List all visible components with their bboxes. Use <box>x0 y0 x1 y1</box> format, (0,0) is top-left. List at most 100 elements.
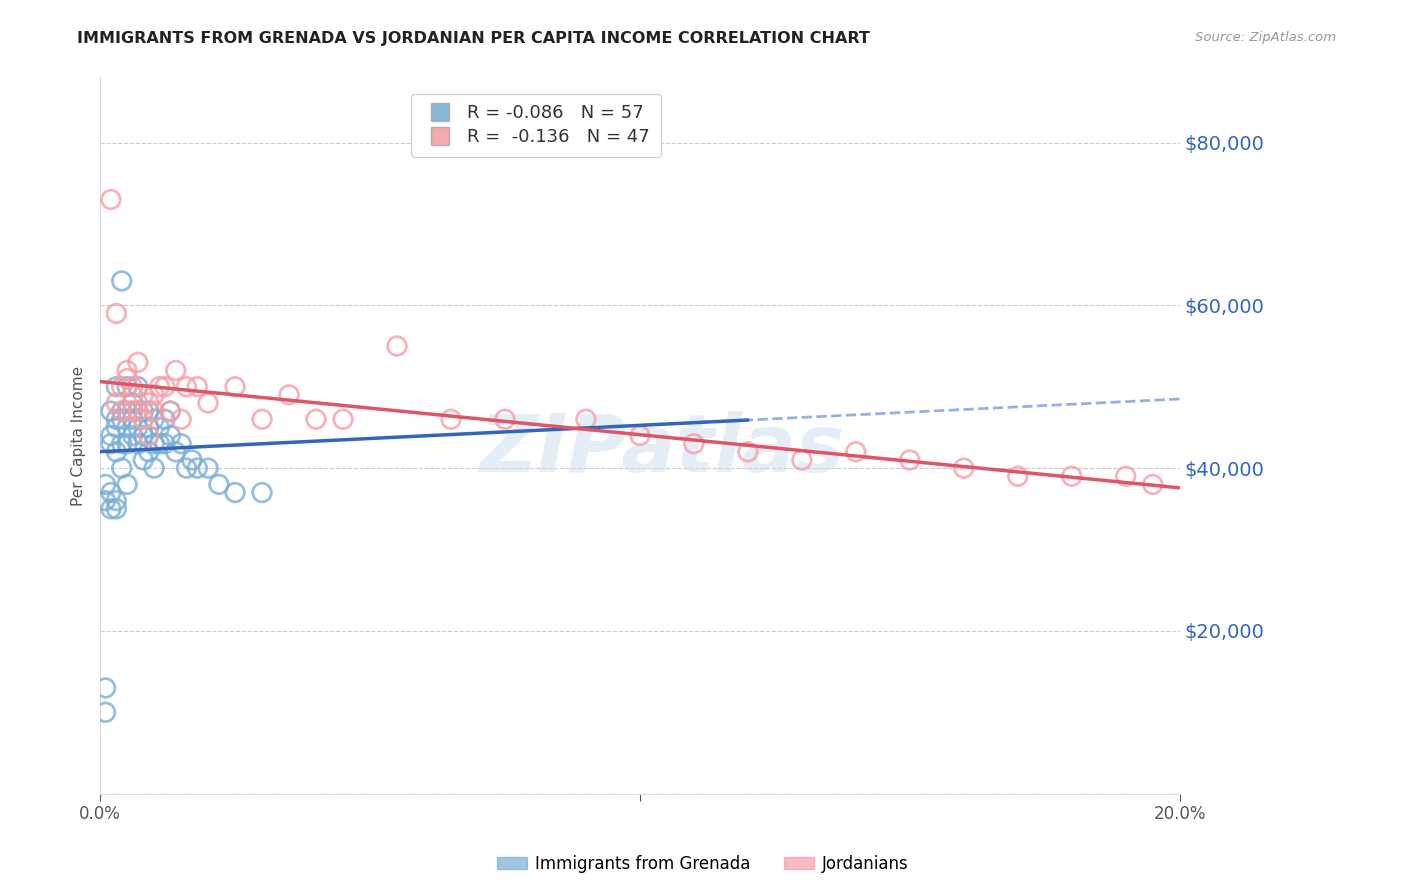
Point <box>121 388 143 402</box>
Point <box>737 445 759 459</box>
Legend: Immigrants from Grenada, Jordanians: Immigrants from Grenada, Jordanians <box>491 848 915 880</box>
Point <box>111 274 134 288</box>
Point <box>100 436 122 450</box>
Point <box>111 412 134 426</box>
Point <box>105 493 128 508</box>
Point <box>105 420 128 434</box>
Point <box>105 412 128 426</box>
Point <box>278 388 301 402</box>
Point <box>121 396 143 410</box>
Point <box>132 428 155 442</box>
Point <box>628 428 651 442</box>
Point <box>138 404 160 418</box>
Point <box>153 380 176 394</box>
Point <box>105 306 128 320</box>
Point <box>127 355 149 369</box>
Point <box>224 485 246 500</box>
Point <box>143 412 166 426</box>
Point <box>1007 469 1029 483</box>
Point <box>100 193 122 207</box>
Y-axis label: Per Capita Income: Per Capita Income <box>72 366 86 506</box>
Point <box>132 412 155 426</box>
Point <box>100 485 122 500</box>
Point <box>197 396 219 410</box>
Point <box>94 493 117 508</box>
Point <box>165 363 187 377</box>
Point <box>159 428 181 442</box>
Point <box>127 404 149 418</box>
Point <box>1060 469 1083 483</box>
Point <box>186 380 208 394</box>
Point <box>111 404 134 418</box>
Point <box>148 380 170 394</box>
Point <box>138 396 160 410</box>
Point <box>94 681 117 695</box>
Point <box>952 461 974 475</box>
Point <box>494 412 516 426</box>
Point <box>115 436 138 450</box>
Text: ZIPatlas: ZIPatlas <box>479 411 844 489</box>
Point <box>111 461 134 475</box>
Point <box>105 445 128 459</box>
Point <box>121 428 143 442</box>
Point <box>186 461 208 475</box>
Point <box>105 501 128 516</box>
Point <box>159 404 181 418</box>
Point <box>111 380 134 394</box>
Point <box>790 453 813 467</box>
Point <box>115 404 138 418</box>
Point <box>121 380 143 394</box>
Point <box>440 412 463 426</box>
Point <box>94 706 117 720</box>
Point <box>898 453 921 467</box>
Point <box>197 461 219 475</box>
Point <box>170 436 193 450</box>
Point <box>250 412 273 426</box>
Point <box>683 436 706 450</box>
Point <box>143 436 166 450</box>
Point <box>143 404 166 418</box>
Point <box>115 420 138 434</box>
Legend: R = -0.086   N = 57, R =  -0.136   N = 47: R = -0.086 N = 57, R = -0.136 N = 47 <box>412 94 661 157</box>
Point <box>305 412 328 426</box>
Point <box>180 453 202 467</box>
Point <box>165 445 187 459</box>
Point <box>100 501 122 516</box>
Point <box>148 436 170 450</box>
Point <box>138 428 160 442</box>
Point <box>153 412 176 426</box>
Point <box>127 436 149 450</box>
Point <box>575 412 598 426</box>
Point <box>138 420 160 434</box>
Point <box>224 380 246 394</box>
Point <box>105 396 128 410</box>
Point <box>100 404 122 418</box>
Point <box>159 404 181 418</box>
Point <box>127 420 149 434</box>
Point <box>111 436 134 450</box>
Point <box>132 388 155 402</box>
Point <box>176 380 198 394</box>
Point <box>170 412 193 426</box>
Point <box>250 485 273 500</box>
Point <box>115 371 138 385</box>
Point <box>385 339 408 353</box>
Point <box>115 477 138 491</box>
Point <box>115 404 138 418</box>
Point <box>153 436 176 450</box>
Point <box>208 477 231 491</box>
Point <box>115 363 138 377</box>
Point <box>176 461 198 475</box>
Point <box>148 420 170 434</box>
Point <box>100 428 122 442</box>
Point <box>121 412 143 426</box>
Point <box>105 380 128 394</box>
Point <box>332 412 354 426</box>
Point <box>111 404 134 418</box>
Point <box>121 404 143 418</box>
Point <box>138 445 160 459</box>
Point <box>132 453 155 467</box>
Point <box>115 380 138 394</box>
Point <box>127 404 149 418</box>
Point <box>132 404 155 418</box>
